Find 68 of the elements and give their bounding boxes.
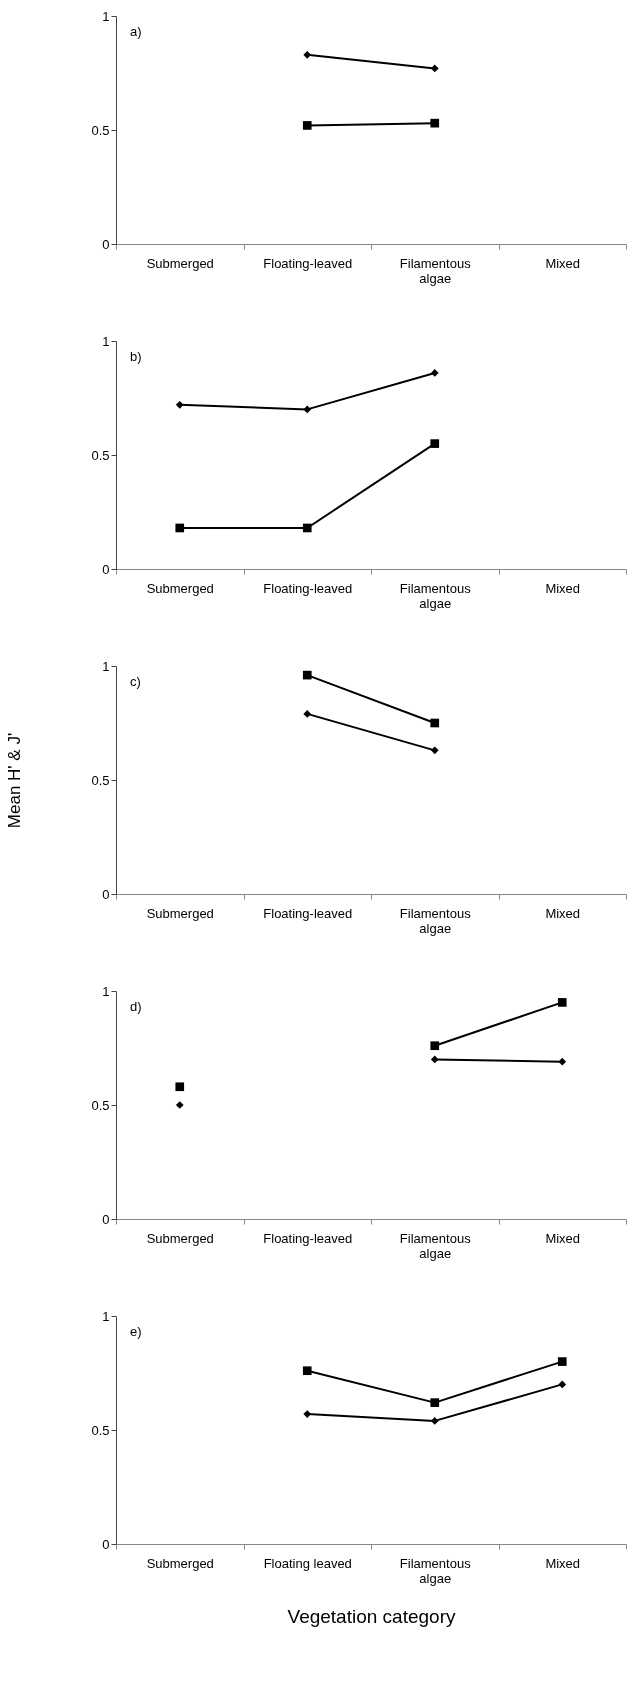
point [303,50,312,59]
point [558,1380,567,1389]
point [430,1041,440,1051]
x-tick-label: Floating-leaved [263,905,353,921]
point [303,405,312,414]
x-tick-label: Mixed [545,1555,581,1571]
y-tick-label: 0 [102,1536,110,1552]
x-tick-label: Submerged [146,1230,214,1246]
x-tick-label: Filamentous algae [399,905,472,936]
point [430,64,439,73]
point [430,746,439,755]
point [430,118,440,128]
point [303,1410,312,1418]
point [558,1057,567,1066]
point [175,1101,184,1109]
point [430,439,440,448]
y-tick-label: 0.5 [91,122,110,138]
point [430,1398,440,1407]
point [430,1055,439,1064]
y-tick-label: 0.5 [91,1097,110,1113]
annotation: d) [130,999,142,1014]
point [302,121,312,130]
y-tick-label: 0 [102,236,110,252]
point [302,523,312,533]
y-tick-label: 1 [102,983,110,999]
x-tick-label: Floating leaved [263,1555,352,1571]
y-tick-label: 1 [102,1308,110,1324]
point [175,400,184,409]
point [303,710,312,718]
y-tick-label: 0 [102,1211,110,1227]
x-tick-label: Filamentous algae [399,255,472,286]
y-tick-label: 1 [102,658,110,674]
x-axis-title: Vegetation category [287,1605,456,1627]
x-tick-label: Filamentous algae [399,580,472,611]
y-tick-label: 0.5 [91,772,110,788]
x-tick-label: Filamentous algae [399,1555,472,1586]
y-tick-label: 0 [102,561,110,577]
annotation: b) [130,349,142,364]
x-tick-label: Submerged [146,580,214,596]
x-tick-label: Mixed [545,580,581,596]
annotation: a) [130,24,142,39]
point [430,718,440,728]
y-axis-title: Mean H' & J' [4,732,24,829]
x-tick-label: Mixed [545,1230,581,1246]
annotation: c) [130,674,141,689]
x-tick-label: Filamentous algae [399,1230,472,1261]
point [430,369,439,377]
point [557,998,567,1007]
y-tick-label: 1 [102,8,110,24]
x-tick-label: Submerged [146,255,214,271]
y-tick-label: 0 [102,886,110,902]
x-tick-label: Mixed [545,905,581,921]
point [557,1357,567,1366]
x-tick-label: Floating-leaved [263,255,353,271]
point [302,670,312,680]
point [430,1417,439,1425]
x-tick-label: Submerged [146,905,214,921]
x-tick-label: Floating-leaved [263,580,353,596]
x-tick-label: Submerged [146,1555,214,1571]
y-tick-label: 1 [102,333,110,349]
point [302,1366,312,1376]
point [175,1082,185,1092]
y-tick-label: 0.5 [91,1422,110,1438]
x-tick-label: Mixed [545,255,581,271]
point [175,523,185,533]
x-tick-label: Floating-leaved [263,1230,353,1246]
y-tick-label: 0.5 [91,447,110,463]
annotation: e) [130,1324,142,1339]
